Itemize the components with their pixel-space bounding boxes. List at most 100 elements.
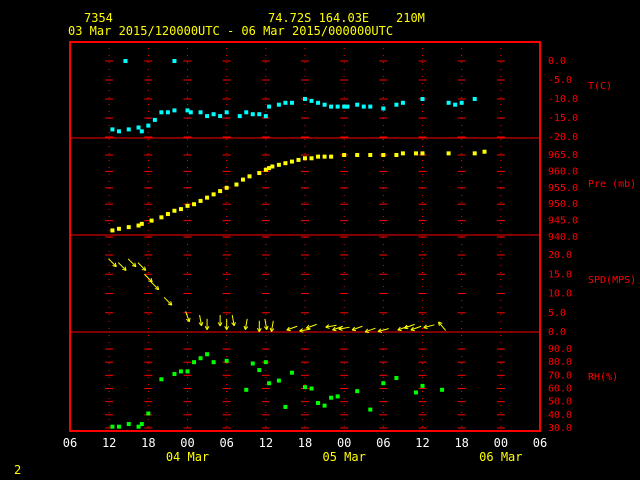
y-tick-label-humidity: 90.0 — [548, 344, 572, 355]
pressure-point — [263, 167, 268, 172]
temperature-point — [322, 102, 327, 107]
wind-arrow-head — [397, 329, 402, 332]
wind-arrow — [108, 258, 117, 268]
wind-arrow-head — [243, 325, 246, 330]
wind-arrow-head — [186, 318, 190, 323]
pressure-point — [185, 203, 190, 208]
wind-arrow — [299, 328, 311, 333]
y-tick-label-pressure: 940.0 — [548, 232, 578, 243]
temperature-point — [303, 97, 307, 101]
wind-arrow — [305, 323, 317, 330]
wind-arrow-head — [351, 326, 356, 331]
humidity-point — [198, 356, 203, 361]
temperature-point — [283, 100, 288, 105]
wind-arrow — [163, 296, 173, 306]
humidity-point — [192, 360, 197, 365]
x-tick-label: 00 — [337, 436, 351, 450]
humidity-point — [205, 352, 210, 357]
wind-arrow-shaft — [364, 327, 376, 333]
wind-arrow-shaft — [438, 321, 447, 331]
temperature-point — [218, 114, 223, 119]
pressure-point — [224, 185, 229, 190]
pressure-point — [149, 218, 154, 223]
wind-arrow-head — [112, 264, 117, 268]
y-tick-label-temperature: 0.0 — [548, 56, 566, 67]
humidity-point — [185, 369, 190, 374]
temperature-point — [342, 104, 347, 109]
humidity-point — [394, 375, 399, 380]
panel-label-humidity: RH(%) — [588, 372, 618, 383]
day-label: 06 Mar — [479, 450, 522, 464]
wind-arrow-head — [258, 327, 262, 332]
wind-arrow-head — [397, 326, 401, 331]
pressure-point — [165, 212, 170, 217]
pressure-point — [309, 156, 314, 161]
wind-arrow-head — [231, 322, 235, 327]
temperature-point — [244, 110, 249, 115]
wind-arrow-head — [438, 321, 440, 327]
wind-arrow-shaft — [144, 273, 153, 283]
temperature-point — [123, 59, 128, 63]
humidity-point — [329, 395, 334, 400]
y-tick-label-temperature: -5.0 — [548, 75, 572, 86]
wind-arrow-head — [198, 322, 202, 327]
pressure-point — [289, 159, 294, 164]
wind-arrow-head — [299, 328, 304, 332]
y-tick-label-humidity: 50.0 — [548, 397, 572, 408]
wind-arrow-head — [206, 326, 210, 331]
humidity-point — [316, 400, 321, 405]
pressure-point — [316, 154, 321, 159]
wind-arrow — [224, 318, 230, 331]
wind-arrow-shaft — [127, 258, 137, 267]
wind-arrow — [231, 314, 236, 327]
data-layer — [108, 59, 487, 429]
wind-arrow-head — [224, 326, 228, 331]
axis-labels: 06 12 18 00 06 12 18 00 06 12 18 00 06 04 Mar 05 Mar 06… — [63, 56, 636, 464]
y-tick-label-temperature: -15.0 — [548, 113, 578, 124]
humidity-point — [355, 389, 360, 394]
wind-arrow — [351, 325, 363, 332]
humidity-point — [420, 383, 425, 388]
wind-arrow-shaft — [423, 324, 435, 329]
pressure-point — [420, 151, 425, 156]
wind-arrow-head — [131, 264, 137, 268]
wind-arrow — [263, 318, 269, 331]
pressure-point — [116, 226, 121, 231]
x-tick-label: 00 — [180, 436, 194, 450]
pressure-point — [400, 151, 405, 156]
wind-arrow-shaft — [199, 314, 203, 326]
wind-arrow-head — [286, 329, 291, 332]
pressure-point — [136, 223, 141, 228]
y-tick-label-pressure: 950.0 — [548, 199, 578, 210]
temperature-point — [381, 106, 386, 111]
humidity-point — [263, 360, 268, 365]
wind-arrow-head — [144, 266, 147, 271]
pressure-point — [192, 202, 197, 207]
x-tick-label: 12 — [102, 436, 116, 450]
wind-arrow-head — [204, 326, 208, 331]
humidity-point — [116, 424, 121, 429]
y-tick-label-wind: 0.0 — [548, 327, 566, 338]
temperature-point — [316, 100, 321, 105]
wind-arrow-shaft — [244, 318, 248, 330]
x-tick-label: 06 — [63, 436, 77, 450]
y-tick-label-pressure: 965.0 — [548, 150, 578, 161]
pressure-point — [276, 162, 281, 167]
pressure-point — [413, 151, 418, 156]
wind-arrow-head — [269, 327, 272, 332]
wind-arrow-head — [271, 328, 275, 332]
wind-arrow-head — [188, 317, 191, 322]
humidity-point — [309, 386, 314, 391]
wind-arrow-head — [325, 324, 330, 328]
pressure-point — [482, 149, 487, 154]
wind-arrow — [150, 281, 160, 291]
wind-arrow — [198, 314, 204, 327]
pressure-point — [172, 208, 177, 213]
wind-arrow-head — [351, 329, 357, 332]
x-tick-label: 18 — [298, 436, 312, 450]
wind-arrow — [338, 326, 350, 331]
wind-arrow — [423, 324, 435, 330]
temperature-point — [139, 129, 144, 134]
wind-arrow — [127, 258, 137, 268]
